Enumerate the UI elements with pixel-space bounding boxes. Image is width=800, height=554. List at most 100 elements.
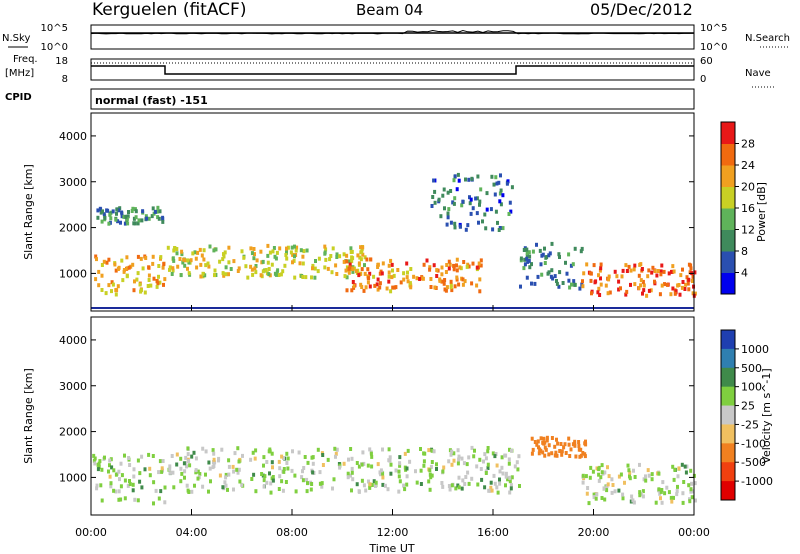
- velocity-cell: [128, 482, 132, 486]
- power-cell: [135, 277, 139, 282]
- power-cell: [343, 274, 347, 279]
- velocity-cell: [333, 446, 337, 451]
- power-cell: [155, 279, 159, 283]
- power-cell: [101, 209, 104, 214]
- velocity-cell: [480, 477, 484, 482]
- velocity-cell: [558, 449, 562, 453]
- power-cell: [494, 175, 498, 180]
- velocity-cell: [537, 451, 541, 456]
- velocity-cell: [661, 480, 665, 485]
- velocity-cell: [440, 481, 444, 485]
- power-cell: [405, 275, 409, 280]
- velocity-cell: [472, 454, 476, 459]
- power-cell: [172, 248, 176, 253]
- power-cell: [284, 253, 288, 257]
- power-cell: [689, 266, 693, 271]
- velocity-cell: [117, 469, 121, 474]
- velocity-cell: [98, 459, 102, 464]
- velocity-cell: [305, 489, 309, 494]
- power-cell: [651, 265, 655, 270]
- power-cell: [187, 260, 191, 265]
- velocity-cell: [610, 477, 614, 482]
- power-cell: [497, 180, 501, 185]
- velocity-cell: [157, 470, 161, 475]
- velocity-cell: [626, 463, 630, 468]
- power-cell: [479, 263, 483, 268]
- velocity-cell: [192, 450, 196, 455]
- velocity-cell: [389, 462, 393, 467]
- power-cell: [681, 280, 685, 284]
- velocity-cell: [131, 482, 135, 487]
- velocity-cell: [408, 459, 412, 464]
- power-cell: [366, 280, 370, 285]
- velocity-cell: [184, 455, 188, 460]
- velocity-cell: [657, 471, 661, 476]
- power-cell: [134, 209, 138, 214]
- power-cell: [453, 174, 457, 179]
- power-cell: [199, 262, 203, 267]
- velocity-cell: [376, 462, 380, 467]
- power-cell: [363, 271, 367, 276]
- power-cell: [317, 256, 321, 261]
- power-cell: [392, 273, 396, 278]
- power-cell: [637, 273, 641, 278]
- velocity-cell: [684, 470, 688, 475]
- velocity-cell: [108, 474, 112, 479]
- power-cell: [458, 265, 462, 270]
- velocity-cell: [136, 498, 140, 503]
- velocity-cell: [212, 460, 215, 464]
- power-cell: [171, 268, 175, 273]
- power-cell: [117, 208, 121, 213]
- power-cell: [495, 181, 499, 186]
- velocity-cell: [605, 488, 609, 493]
- power-cell: [389, 258, 393, 263]
- velocity-cell: [112, 468, 116, 473]
- velocity-cell: [646, 468, 650, 473]
- y-tick-label: 3000: [59, 176, 87, 189]
- power-cell: [381, 261, 385, 266]
- power-cell: [193, 250, 197, 255]
- velocity-cell: [152, 480, 156, 485]
- colorbar-tick-label: 1000: [741, 343, 769, 356]
- power-cell: [313, 275, 317, 280]
- velocity-cell: [600, 496, 604, 500]
- velocity-cell: [531, 447, 535, 452]
- velocity-cell: [119, 484, 123, 489]
- velocity-cell: [187, 459, 191, 464]
- velocity-cell: [632, 468, 635, 473]
- velocity-cell: [432, 449, 436, 454]
- velocity-cell: [539, 436, 543, 441]
- velocity-cell: [286, 456, 290, 461]
- power-cell: [451, 200, 455, 205]
- x-tick-label: 08:00: [276, 526, 308, 539]
- velocity-cell: [539, 449, 542, 453]
- velocity-cell: [381, 447, 384, 452]
- velocity-cell: [584, 474, 588, 479]
- velocity-cell: [92, 453, 96, 458]
- velocity-cell: [204, 472, 207, 477]
- velocity-cell: [638, 493, 642, 498]
- power-cell: [310, 275, 313, 280]
- power-cell: [452, 201, 456, 206]
- velocity-cell: [547, 443, 551, 448]
- velocity-cell: [346, 475, 350, 480]
- velocity-cell: [543, 445, 547, 450]
- power-cell: [412, 274, 416, 279]
- power-cell: [104, 291, 108, 296]
- velocity-cell: [320, 484, 324, 489]
- power-cell: [389, 289, 393, 294]
- power-cell: [114, 288, 118, 293]
- velocity-cell: [504, 471, 508, 476]
- velocity-cell: [493, 454, 497, 459]
- y-tick-label: 3000: [59, 380, 87, 393]
- power-cell: [613, 269, 617, 274]
- power-cell: [158, 280, 162, 285]
- power-cell: [528, 265, 532, 270]
- power-cell: [599, 276, 602, 281]
- velocity-cell: [397, 474, 401, 479]
- velocity-cell: [297, 450, 301, 455]
- freq-right-tick-bottom: 0: [700, 74, 706, 85]
- power-cell: [641, 279, 645, 284]
- power-cell: [432, 178, 436, 183]
- velocity-cell: [592, 492, 596, 497]
